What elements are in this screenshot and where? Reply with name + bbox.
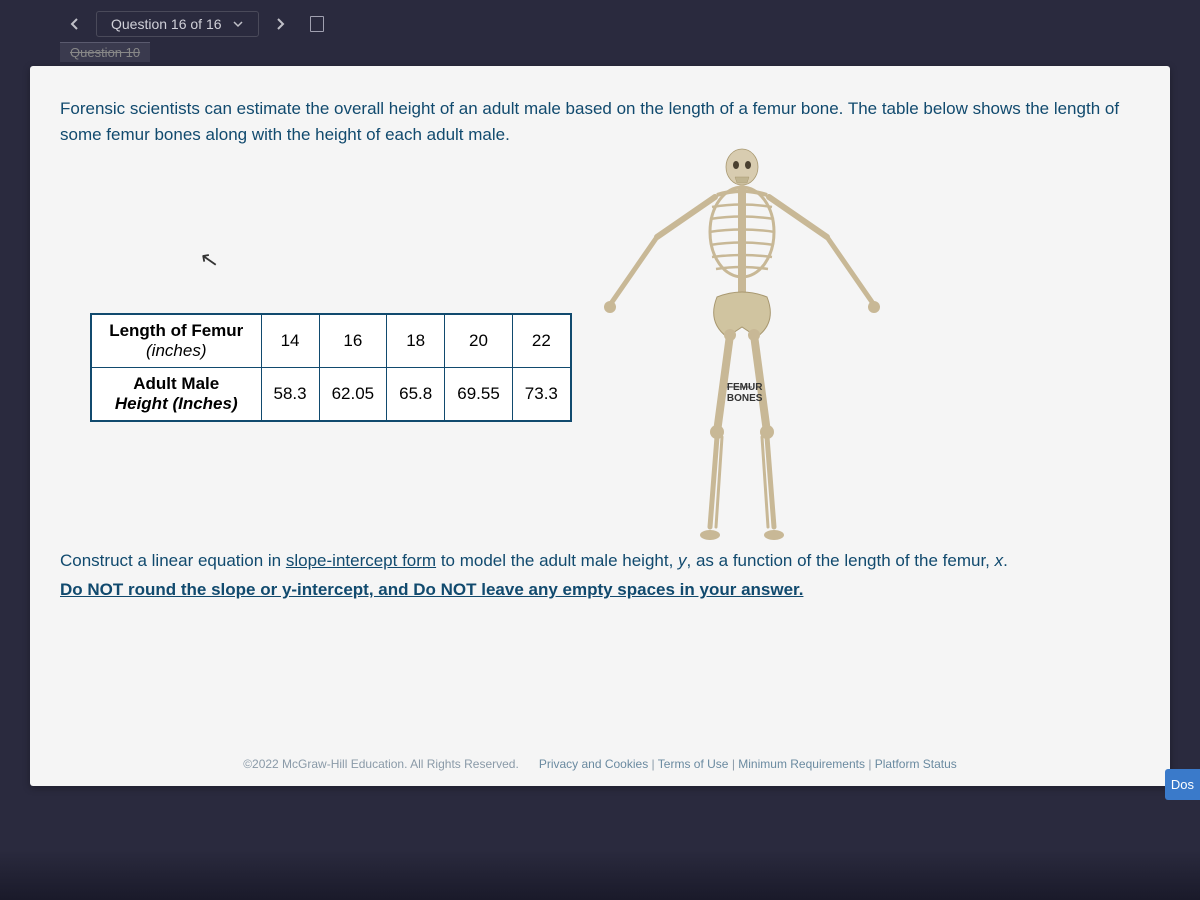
femur-data-table: Length of Femur (inches) 14 16 18 20 22 … <box>90 313 572 422</box>
footer-link-terms[interactable]: Terms of Use <box>658 757 729 771</box>
footer-link-privacy[interactable]: Privacy and Cookies <box>539 757 648 771</box>
chevron-down-icon <box>232 19 244 29</box>
table-cell: 18 <box>387 314 445 368</box>
question-counter-label: Question 16 of 16 <box>111 16 222 32</box>
table-cell: 62.05 <box>319 367 387 421</box>
table-cell: 14 <box>261 314 319 368</box>
table-cell: 16 <box>319 314 387 368</box>
text: Construct a linear equation in <box>60 551 286 570</box>
skeleton-icon <box>582 137 902 557</box>
text: . <box>1003 551 1008 570</box>
table-cell: 22 <box>512 314 571 368</box>
question-nav: Question 16 of 16 <box>0 10 1200 46</box>
flag-icon <box>310 16 324 32</box>
row-label-unit: Height (Inches) <box>104 394 249 414</box>
question-body: ↖ Length of Femur (inches) 14 16 18 20 2… <box>60 187 1140 547</box>
row-label: Length of Femur <box>109 321 243 340</box>
row-label: Adult Male <box>133 374 219 393</box>
cursor-icon: ↖ <box>198 246 221 275</box>
text-underlined: slope-intercept form <box>286 551 436 570</box>
table-cell: 65.8 <box>387 367 445 421</box>
next-question-button[interactable] <box>267 10 295 38</box>
chevron-left-icon <box>68 17 80 31</box>
label-line: FEMUR <box>727 382 763 393</box>
previous-question-tab: Question 10 <box>60 42 150 62</box>
variable-x: x <box>995 551 1004 570</box>
footer: ©2022 McGraw-Hill Education. All Rights … <box>30 757 1170 771</box>
skeleton-illustration: FEMUR BONES <box>582 137 902 557</box>
question-content-panel: Forensic scientists can estimate the ove… <box>30 66 1170 786</box>
row-label-unit: (inches) <box>104 341 249 361</box>
copyright-text: ©2022 McGraw-Hill Education. All Rights … <box>243 757 519 771</box>
answer-instruction: Do NOT round the slope or y-intercept, a… <box>60 580 1140 600</box>
flag-question-button[interactable] <box>303 10 331 38</box>
label-line: BONES <box>727 393 763 404</box>
row-header-height: Adult Male Height (Inches) <box>91 367 261 421</box>
footer-link-requirements[interactable]: Minimum Requirements <box>738 757 865 771</box>
table-row: Adult Male Height (Inches) 58.3 62.05 65… <box>91 367 571 421</box>
app-frame: Question 16 of 16 Question 10 Forensic s… <box>0 0 1200 900</box>
femur-bones-label: FEMUR BONES <box>727 382 763 404</box>
row-header-femur: Length of Femur (inches) <box>91 314 261 368</box>
table-cell: 20 <box>445 314 513 368</box>
chevron-right-icon <box>275 17 287 31</box>
bottom-bar <box>0 850 1200 900</box>
footer-link-status[interactable]: Platform Status <box>875 757 957 771</box>
table-cell: 69.55 <box>445 367 513 421</box>
table-cell: 58.3 <box>261 367 319 421</box>
prev-question-button[interactable] <box>60 10 88 38</box>
table-cell: 73.3 <box>512 367 571 421</box>
question-selector[interactable]: Question 16 of 16 <box>96 11 259 37</box>
dos-side-button[interactable]: Dos <box>1165 769 1200 800</box>
table-row: Length of Femur (inches) 14 16 18 20 22 <box>91 314 571 368</box>
